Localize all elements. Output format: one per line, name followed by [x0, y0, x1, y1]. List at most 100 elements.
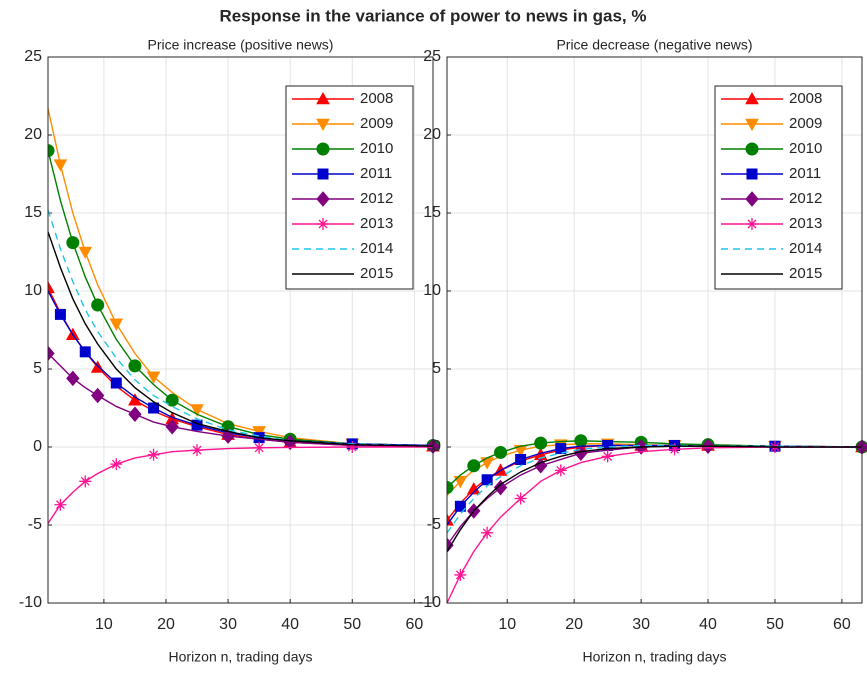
marker [554, 464, 567, 477]
marker [54, 498, 67, 511]
axes-frame [446, 56, 863, 604]
x-tick-label: 30 [219, 616, 237, 633]
marker [128, 406, 142, 423]
y-tick-label: 5 [33, 360, 42, 377]
y-tick-label: -5 [28, 516, 42, 533]
legend-label: 2010 [789, 140, 822, 157]
y-tick-label: 25 [24, 48, 42, 65]
marker [514, 492, 527, 505]
marker [79, 346, 91, 358]
legend-label: 2008 [789, 90, 822, 107]
y-tick-label: 10 [423, 282, 441, 299]
marker [447, 481, 454, 495]
marker [110, 377, 122, 389]
marker [110, 458, 123, 471]
marker [252, 426, 266, 439]
marker [454, 568, 467, 581]
legend-marker [317, 168, 329, 180]
y-tick-label: 25 [423, 48, 441, 65]
marker [467, 459, 481, 473]
legend-marker [316, 118, 330, 132]
marker [534, 436, 548, 450]
marker [481, 474, 493, 486]
y-tick-label: -10 [418, 594, 441, 611]
x-axis-label: Horizon n, trading days [583, 649, 727, 665]
marker [91, 387, 105, 404]
marker [191, 444, 204, 457]
marker [515, 453, 527, 465]
marker [574, 434, 588, 448]
legend-label: 2009 [360, 115, 393, 132]
legend-label: 2009 [789, 115, 822, 132]
legend-marker [746, 218, 758, 230]
x-tick-label: 50 [766, 616, 784, 633]
legend-marker [745, 191, 759, 207]
y-tick-label: 5 [432, 360, 441, 377]
marker [48, 144, 55, 158]
legend-label: 2010 [360, 140, 393, 157]
marker [346, 441, 359, 453]
marker [165, 393, 179, 407]
legend-marker [745, 118, 759, 132]
x-tick-label: 40 [699, 616, 717, 633]
y-tick-label: 15 [423, 204, 441, 221]
marker [53, 159, 68, 172]
marker [555, 443, 567, 455]
series-line [48, 352, 434, 447]
marker [48, 280, 55, 294]
axes-frame [47, 56, 434, 604]
marker [147, 448, 160, 461]
legend-marker [317, 218, 329, 230]
marker [146, 371, 161, 384]
x-tick-label: 20 [565, 616, 583, 633]
legend-marker [745, 91, 759, 105]
marker [494, 445, 508, 459]
legend-box [285, 85, 414, 290]
y-tick-label: -10 [19, 594, 42, 611]
marker [128, 359, 142, 373]
marker [454, 500, 466, 512]
marker [66, 370, 80, 387]
marker [190, 404, 204, 417]
marker [48, 345, 55, 362]
marker [109, 318, 124, 331]
legend-label: 2011 [789, 165, 821, 182]
marker [91, 298, 105, 312]
legend-marker [316, 191, 330, 207]
marker [54, 308, 66, 320]
x-tick-label: 20 [157, 616, 175, 633]
y-tick-label: 20 [24, 126, 42, 143]
marker [66, 236, 80, 250]
marker [253, 441, 266, 454]
legend-marker [316, 91, 330, 105]
legend-marker [316, 142, 330, 156]
marker [78, 246, 93, 260]
series-line [447, 445, 862, 552]
y-tick-label: 0 [432, 438, 441, 455]
marker [79, 475, 92, 488]
legend-label: 2012 [789, 190, 822, 207]
series-line [48, 150, 434, 447]
x-tick-label: 10 [95, 616, 113, 633]
legend-marker [745, 142, 759, 156]
y-tick-label: 20 [423, 126, 441, 143]
legend-label: 2013 [789, 215, 822, 232]
subplot-title: Price decrease (negative news) [556, 37, 752, 53]
marker [493, 479, 508, 496]
marker [601, 450, 614, 463]
y-tick-label: 10 [24, 282, 42, 299]
x-tick-label: 30 [632, 616, 650, 633]
x-tick-label: 10 [498, 616, 516, 633]
legend-label: 2012 [360, 190, 393, 207]
legend-label: 2011 [360, 165, 392, 182]
legend-marker [746, 168, 758, 180]
legend-label: 2014 [360, 240, 393, 257]
y-tick-label: 0 [33, 438, 42, 455]
x-tick-label: 40 [281, 616, 299, 633]
marker [453, 476, 468, 489]
x-axis-label: Horizon n, trading days [169, 649, 313, 665]
series-line [48, 231, 434, 447]
legend-label: 2008 [360, 90, 393, 107]
y-tick-label: -5 [427, 516, 441, 533]
